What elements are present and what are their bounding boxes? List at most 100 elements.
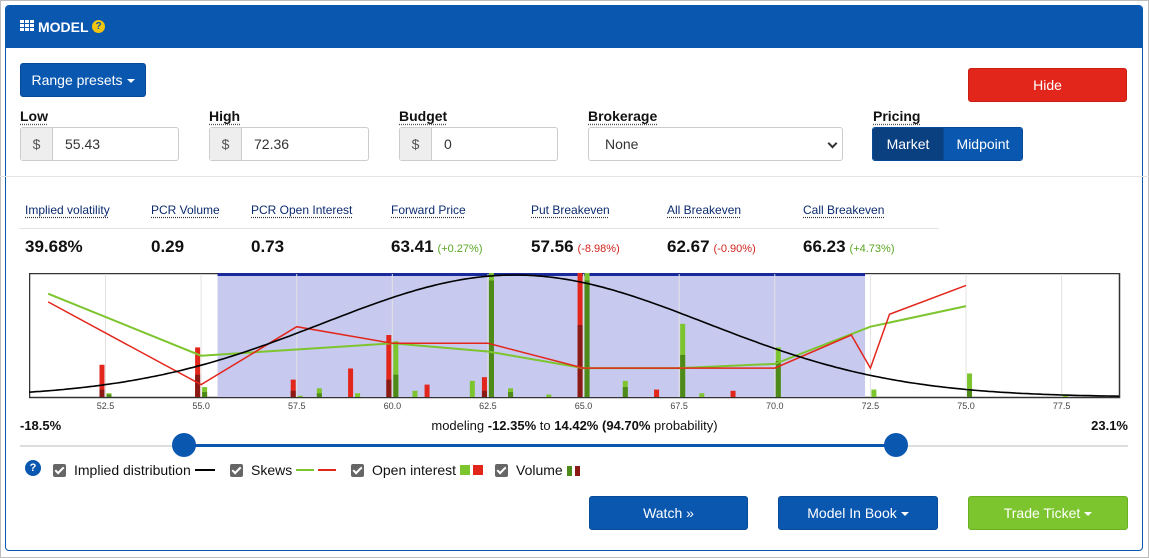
- legend-label: Skews: [251, 462, 293, 478]
- pricing-market-button[interactable]: Market: [873, 128, 943, 160]
- chevron-down-icon: [827, 138, 838, 149]
- call-open-interest-bar: [297, 395, 303, 397]
- put-volume-bar: [386, 379, 392, 397]
- stat-value: 0.73: [251, 237, 284, 257]
- dollar-addon: $: [210, 128, 242, 160]
- checkbox-checked-icon[interactable]: [351, 463, 364, 477]
- legend-label: Open interest: [372, 462, 457, 478]
- legend-implied-distribution[interactable]: Implied distribution: [53, 461, 215, 479]
- modeling-low-pct: -12.35%: [487, 418, 537, 433]
- call-volume-bar: [967, 390, 973, 397]
- dollar-addon: $: [400, 128, 432, 160]
- modeling-summary: modeling -12.35% to 14.42% (94.70% proba…: [0, 418, 1149, 433]
- stat-label: PCR Open Interest: [251, 203, 353, 217]
- call-volume-bar: [488, 280, 494, 397]
- stat-number: 62.67: [667, 237, 710, 256]
- checkbox-checked-icon[interactable]: [230, 463, 243, 477]
- stat-label: PCR Volume: [151, 203, 220, 217]
- stat-value: 57.56 (-8.98%): [531, 237, 620, 257]
- brokerage-label: Brokerage: [588, 108, 658, 124]
- range-slider-low-handle[interactable]: [172, 433, 196, 457]
- call-volume-bar: [622, 387, 628, 397]
- budget-input[interactable]: 0: [444, 136, 452, 152]
- put-open-interest-bar: [730, 390, 736, 397]
- pricing-midpoint-button[interactable]: Midpoint: [943, 128, 1022, 160]
- range-right-label: 23.1%: [1091, 418, 1128, 433]
- stat-change: (+0.27%): [437, 243, 483, 255]
- skew-lines-swatch: [296, 469, 337, 471]
- model-in-book-button[interactable]: Model In Book: [778, 496, 938, 530]
- stat-value: 66.23 (+4.73%): [803, 237, 895, 257]
- call-open-interest-bar: [1062, 395, 1068, 397]
- checkbox-checked-icon[interactable]: [53, 463, 66, 477]
- model-panel: MODEL ?: [5, 5, 1143, 551]
- stat-label: Call Breakeven: [803, 203, 885, 217]
- section-divider: [0, 176, 1149, 177]
- model-in-book-label: Model In Book: [807, 505, 897, 521]
- legend-open-interest[interactable]: Open interest: [351, 461, 486, 479]
- put-volume-bar: [195, 374, 201, 397]
- call-volume-bar: [106, 394, 112, 397]
- stat-number: 63.41: [391, 237, 434, 256]
- hide-button[interactable]: Hide: [968, 68, 1127, 102]
- high-input[interactable]: 72.36: [254, 136, 290, 152]
- x-tick-label: 70.0: [766, 401, 784, 411]
- range-left-label: -18.5%: [20, 418, 62, 433]
- modeling-to: to: [539, 418, 551, 433]
- modeling-prob: (94.70%: [601, 418, 651, 433]
- caret-down-icon: [900, 512, 909, 517]
- brokerage-value: None: [605, 136, 639, 152]
- stat-label: All Breakeven: [667, 203, 742, 217]
- checkbox-checked-icon[interactable]: [495, 463, 508, 477]
- put-volume-bar: [290, 390, 296, 397]
- selected-range-band: [217, 274, 866, 397]
- x-tick-label: 65.0: [575, 401, 593, 411]
- brokerage-select[interactable]: None: [588, 127, 843, 161]
- stat-number: 39.68%: [25, 237, 83, 256]
- x-tick-label: 52.5: [97, 401, 115, 411]
- call-volume-bar: [393, 374, 399, 397]
- modeling-high-pct: 14.42%: [554, 418, 599, 433]
- x-tick-label: 67.5: [670, 401, 688, 411]
- stat-value: 39.68%: [25, 237, 83, 257]
- call-open-interest-bar: [393, 341, 399, 397]
- legend-volume[interactable]: Volume: [495, 461, 583, 479]
- stat-divider: [19, 228, 939, 229]
- range-presets-label: Range presets: [31, 72, 123, 88]
- stat-number: 0.29: [151, 237, 185, 256]
- stat-label: Implied volatility: [25, 203, 110, 217]
- put-volume-bar: [577, 325, 583, 397]
- put-open-interest-bar: [424, 384, 430, 397]
- dollar-addon: $: [21, 128, 53, 160]
- stat-change: (-0.90%): [713, 243, 756, 255]
- help-icon[interactable]: ?: [25, 460, 41, 476]
- call-volume-bar: [680, 354, 686, 397]
- watch-button[interactable]: Watch »: [589, 496, 748, 530]
- call-open-interest-bar: [871, 389, 877, 397]
- x-tick-label: 75.0: [957, 401, 975, 411]
- grid-icon: [20, 20, 34, 33]
- stat-number: 66.23: [803, 237, 846, 256]
- put-volume-bar: [99, 389, 105, 397]
- trade-ticket-button[interactable]: Trade Ticket: [968, 496, 1128, 530]
- call-volume-bar: [584, 280, 590, 397]
- range-presets-button[interactable]: Range presets: [20, 63, 146, 97]
- low-input[interactable]: 55.43: [65, 136, 101, 152]
- modeling-prefix: modeling: [431, 418, 485, 433]
- x-tick-label: 72.5: [862, 401, 880, 411]
- range-slider-high-handle[interactable]: [884, 433, 908, 457]
- budget-input-group[interactable]: $ 0: [399, 127, 558, 161]
- help-icon[interactable]: ?: [92, 20, 105, 33]
- legend-skews[interactable]: Skews: [230, 461, 338, 479]
- high-input-group[interactable]: $ 72.36: [209, 127, 369, 161]
- stat-number: 0.73: [251, 237, 285, 256]
- put-open-interest-bar: [348, 368, 354, 397]
- x-tick-label: 60.0: [384, 401, 402, 411]
- low-input-group[interactable]: $ 55.43: [20, 127, 179, 161]
- call-volume-bar: [202, 392, 208, 397]
- probability-chart[interactable]: 52.5 55.0 57.5 60.0 62.5 65.0 67.5 70.0 72.5 75.0…: [29, 273, 1121, 413]
- call-volume-bar: [316, 393, 322, 397]
- call-volume-bar: [508, 392, 514, 397]
- x-tick-label: 57.5: [288, 401, 306, 411]
- trade-ticket-label: Trade Ticket: [1003, 505, 1081, 521]
